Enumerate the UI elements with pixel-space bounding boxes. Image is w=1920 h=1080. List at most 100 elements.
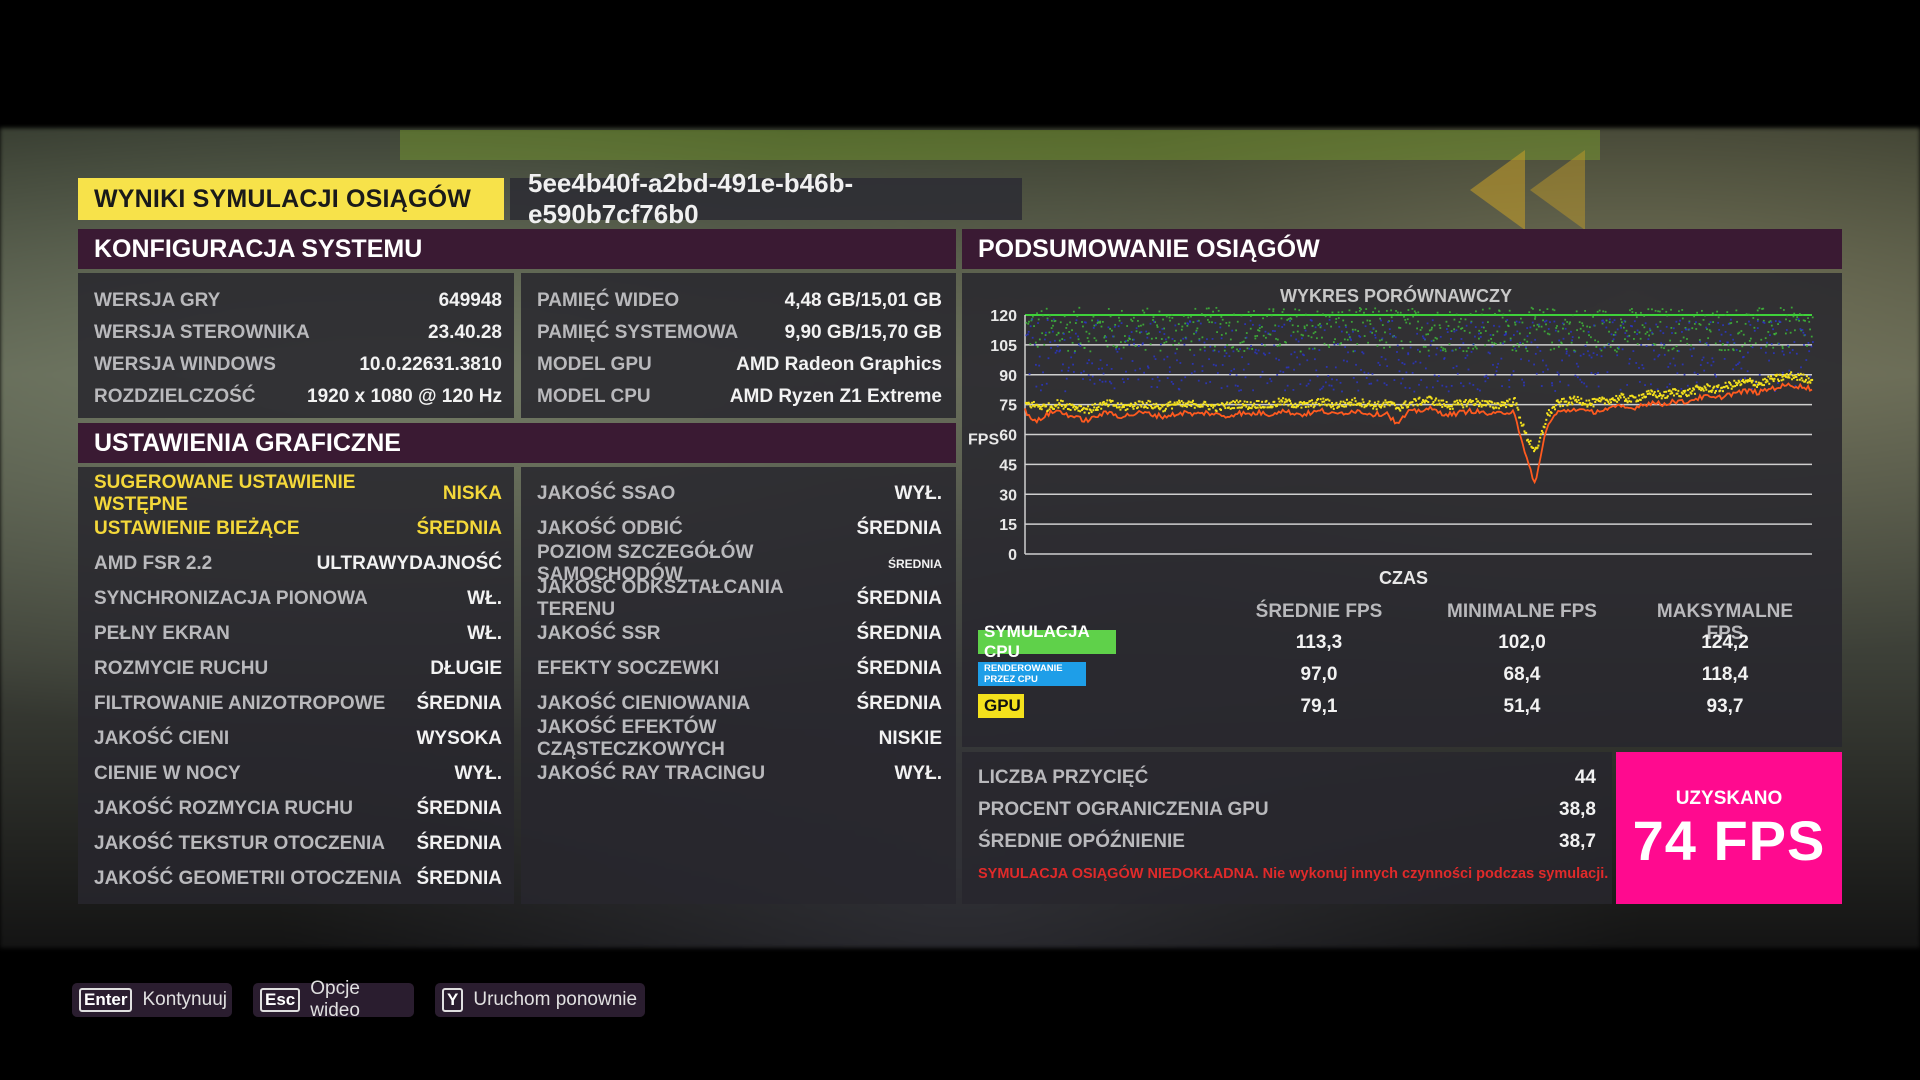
data-point: [1626, 340, 1629, 343]
data-point: [1077, 335, 1079, 338]
data-point: [1539, 350, 1542, 352]
data-point: [1682, 336, 1685, 339]
data-point: [1283, 323, 1286, 326]
data-point: [1736, 320, 1738, 323]
data-point: [1616, 354, 1619, 357]
data-point: [1228, 355, 1231, 358]
data-point: [1706, 328, 1708, 331]
data-point: [1158, 379, 1161, 382]
data-point: [1589, 404, 1592, 407]
data-point: [1636, 329, 1639, 332]
data-point: [1608, 318, 1611, 321]
data-point: [1115, 406, 1118, 409]
continue-button[interactable]: Enter Kontynuuj: [72, 983, 232, 1017]
data-point: [1149, 343, 1152, 346]
data-point: [1441, 384, 1444, 387]
data-point: [1214, 345, 1216, 348]
data-point: [1536, 446, 1539, 449]
data-point: [1180, 328, 1183, 331]
data-point: [1031, 404, 1034, 407]
data-point: [1123, 335, 1126, 337]
data-point: [1586, 341, 1588, 344]
data-point: [1235, 374, 1238, 377]
data-point: [1781, 371, 1784, 374]
data-point: [1078, 404, 1081, 407]
extra-stats-list: LICZBA PRZYCIĘĆ 44 PROCENT OGRANICZENIA G…: [978, 762, 1596, 858]
data-point: [1729, 333, 1732, 336]
data-point: [1732, 368, 1734, 371]
data-point: [1063, 339, 1066, 341]
data-point: [1654, 309, 1657, 312]
data-point: [1384, 399, 1387, 402]
data-point: [1416, 404, 1419, 407]
data-point: [1496, 330, 1499, 333]
data-point: [1451, 349, 1454, 352]
data-point: [1360, 308, 1362, 311]
data-point: [1264, 353, 1267, 356]
data-point: [1618, 394, 1621, 397]
data-point: [1585, 399, 1588, 402]
data-point: [1484, 344, 1487, 347]
data-point: [1258, 404, 1261, 407]
setting-label: JAKOŚĆ RAY TRACINGU: [537, 762, 766, 784]
data-point: [1431, 326, 1433, 329]
data-point: [1388, 328, 1391, 331]
data-point: [1179, 362, 1182, 364]
data-point: [1525, 431, 1528, 434]
stat-gpu-max: 93,7: [1706, 696, 1744, 717]
data-point: [1491, 341, 1493, 344]
data-point: [1244, 404, 1247, 407]
data-point: [1348, 309, 1351, 312]
data-point: [1421, 335, 1424, 338]
data-point: [1288, 398, 1291, 401]
data-point: [1033, 405, 1036, 408]
data-point: [1692, 387, 1695, 390]
data-point: [1643, 326, 1646, 329]
data-point: [1368, 400, 1371, 403]
data-point: [1708, 323, 1711, 326]
data-point: [1516, 330, 1519, 333]
data-point: [1310, 399, 1313, 402]
data-point: [1514, 403, 1517, 406]
data-point: [1215, 306, 1218, 309]
data-point: [1317, 397, 1320, 400]
data-point: [1764, 351, 1767, 354]
data-point: [1733, 342, 1736, 344]
video-options-button[interactable]: Esc Opcje wideo: [253, 978, 414, 1021]
data-point: [1792, 377, 1795, 380]
data-point: [1158, 331, 1161, 333]
data-point: [1522, 342, 1524, 345]
data-point: [1262, 352, 1265, 355]
data-point: [1252, 389, 1255, 392]
data-point: [1277, 397, 1280, 400]
data-point: [1129, 402, 1132, 405]
data-point: [1779, 321, 1782, 324]
data-point: [1808, 380, 1811, 383]
data-point: [1328, 318, 1331, 321]
data-point: [1091, 319, 1094, 322]
data-point: [1279, 343, 1281, 346]
data-point: [1379, 317, 1382, 320]
data-point: [1184, 405, 1187, 408]
data-point: [1740, 383, 1743, 386]
data-point: [1234, 403, 1237, 406]
data-point: [1074, 322, 1077, 324]
data-point: [1130, 331, 1133, 333]
data-point: [1332, 388, 1335, 391]
data-point: [1455, 403, 1458, 406]
data-point: [1593, 324, 1595, 327]
setting-value: ŚREDNIA: [416, 692, 502, 714]
restart-button[interactable]: Y Uruchom ponownie: [435, 983, 645, 1017]
data-point: [1113, 325, 1116, 328]
data-point: [1122, 346, 1125, 349]
y-tick-label: 60: [999, 428, 1017, 445]
data-point: [1396, 351, 1398, 353]
data-point: [1414, 360, 1417, 363]
data-point: [1477, 405, 1480, 408]
data-point: [1516, 342, 1519, 345]
data-point: [1716, 314, 1719, 316]
data-point: [1536, 346, 1539, 349]
data-point: [1335, 318, 1338, 320]
extra-stat-row: PROCENT OGRANICZENIA GPU 38,8: [978, 794, 1596, 826]
